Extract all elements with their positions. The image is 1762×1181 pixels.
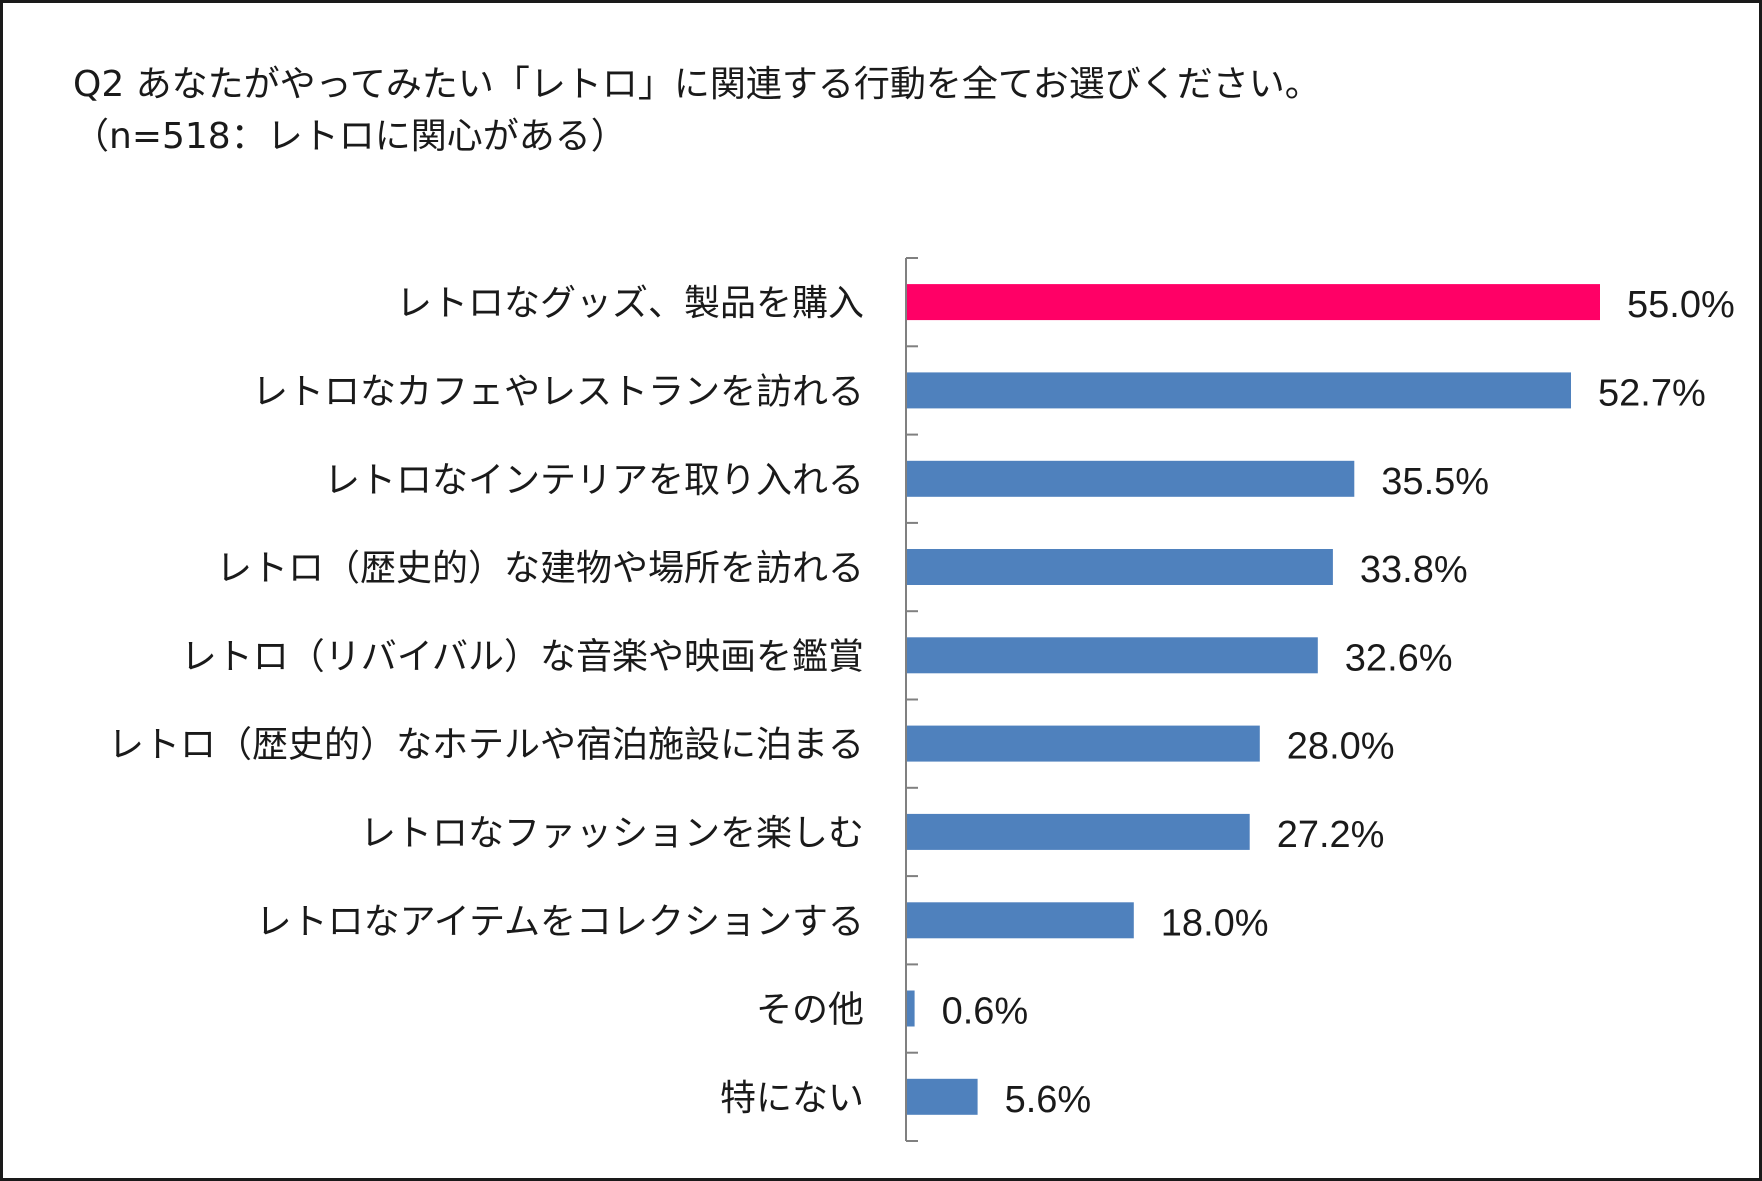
- value-label-8: 0.6%: [942, 991, 1029, 1033]
- value-label-9: 5.6%: [1005, 1079, 1092, 1121]
- value-label-5: 28.0%: [1287, 726, 1395, 768]
- category-label-3: レトロ（歴史的）な建物や場所を訪れる: [216, 548, 864, 589]
- bar-6: [907, 813, 1250, 850]
- bar-9: [907, 1078, 978, 1115]
- category-label-4: レトロ（リバイバル）な音楽や映画を鑑賞: [181, 636, 864, 677]
- category-label-5: レトロ（歴史的）なホテルや宿泊施設に泊まる: [108, 725, 864, 766]
- bar-7: [907, 902, 1134, 939]
- bar-1: [907, 372, 1571, 409]
- labels-layer: レトロなグッズ、製品を購入 55.0% レトロなカフェやレストランを訪れる 52.7%…: [108, 283, 1735, 1121]
- bar-4: [907, 637, 1318, 674]
- category-label-1: レトロなカフェやレストランを訪れる: [252, 371, 864, 412]
- category-label-8: その他: [756, 990, 864, 1031]
- value-label-6: 27.2%: [1277, 814, 1385, 856]
- value-label-7: 18.0%: [1161, 902, 1269, 944]
- category-axis: [905, 257, 918, 1142]
- value-label-2: 35.5%: [1381, 461, 1489, 503]
- bar-5: [907, 725, 1260, 762]
- value-label-1: 52.7%: [1598, 372, 1706, 414]
- value-label-0: 55.0%: [1627, 284, 1735, 326]
- chart-title: Q2 あなたがやってみたい「レトロ」に関連する行動を全てお選びください。: [73, 64, 1321, 105]
- bar-3: [907, 549, 1333, 585]
- category-label-0: レトロなグッズ、製品を購入: [396, 283, 864, 324]
- bar-2: [907, 460, 1355, 497]
- bars-layer: [907, 284, 1600, 1115]
- value-label-3: 33.8%: [1360, 549, 1468, 591]
- category-label-7: レトロなアイテムをコレクションする: [256, 901, 864, 942]
- bar-8: [907, 990, 915, 1027]
- category-label-2: レトロなインテリアを取り入れる: [324, 460, 864, 501]
- value-label-4: 32.6%: [1345, 637, 1453, 679]
- chart-subtitle: （n=518：レトロに関心がある）: [73, 116, 627, 157]
- bar-0: [907, 284, 1600, 321]
- category-label-9: 特にない: [720, 1078, 864, 1119]
- category-label-6: レトロなファッションを楽しむ: [360, 813, 864, 854]
